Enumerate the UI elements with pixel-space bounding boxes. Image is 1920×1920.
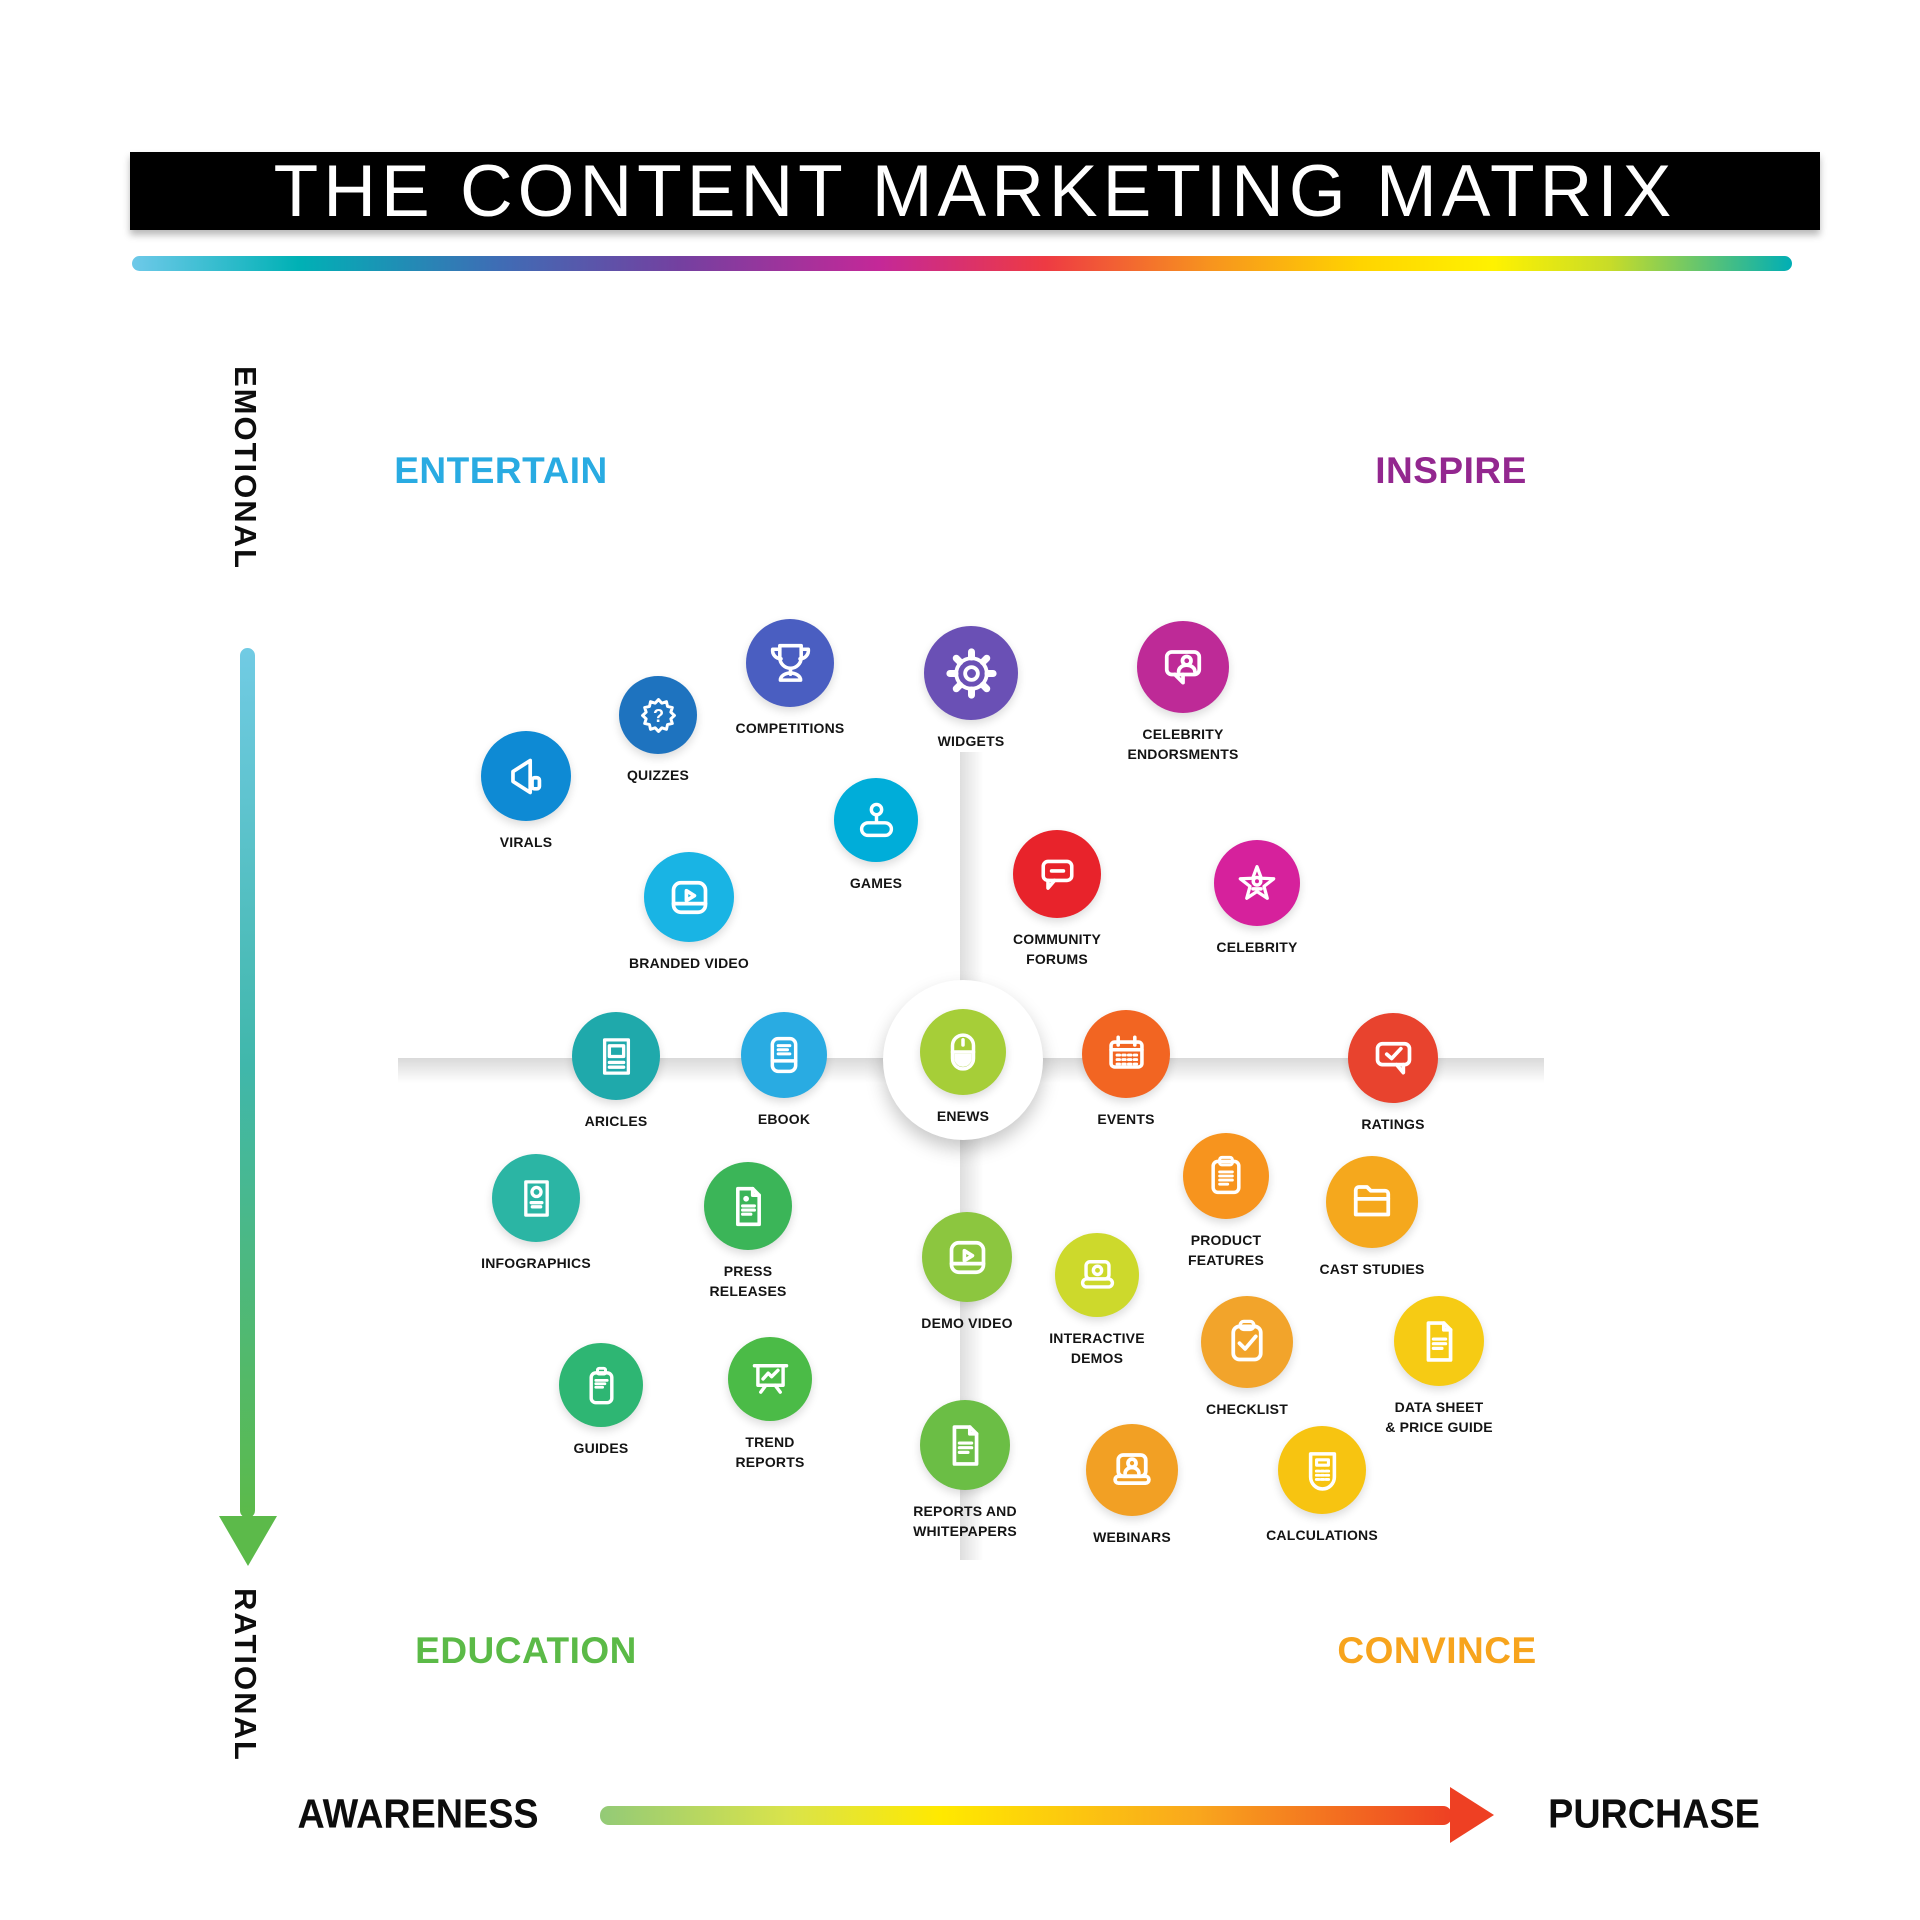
node-label: COMPETITIONS (735, 720, 845, 736)
games-circle (834, 778, 918, 862)
node-label: PRODUCT FEATURES (1187, 1232, 1264, 1268)
bubble-check-icon (1364, 1029, 1423, 1088)
quadrant-inspire: INSPIRE (1375, 450, 1527, 491)
node-label: DEMO VIDEO (921, 1315, 1013, 1331)
page-dot-icon (720, 1178, 777, 1235)
node-label: DATA SHEET & PRICE GUIDE (1385, 1399, 1493, 1435)
node-label: GAMES (849, 875, 903, 891)
book-icon (756, 1027, 812, 1083)
node-label: PRESS RELEASES (709, 1263, 787, 1299)
cast-studies-circle (1326, 1156, 1418, 1248)
reports-whitepapers-circle (920, 1400, 1010, 1490)
press-releases-circle (704, 1162, 792, 1250)
node-label: CAST STUDIES (1319, 1261, 1425, 1277)
node-label: INTERACTIVE DEMOS (1049, 1330, 1145, 1366)
node-label: CHECKLIST (1206, 1401, 1288, 1417)
arrow-down-icon (219, 1516, 277, 1566)
node-label: VIRALS (499, 834, 553, 850)
gear-icon (941, 643, 1002, 704)
laptop-circle-icon (1070, 1248, 1125, 1303)
node-label: EVENTS (1097, 1111, 1155, 1127)
svg-text:?: ? (652, 705, 663, 725)
node-label: CALCULATIONS (1266, 1527, 1378, 1543)
node-label: WIDGETS (937, 733, 1005, 749)
enews-circle (920, 1009, 1006, 1095)
demo-video-circle (922, 1212, 1012, 1302)
title-bar: THE CONTENT MARKETING MATRIX (130, 150, 1820, 232)
page-title: THE CONTENT MARKETING MATRIX (273, 150, 1677, 232)
events-circle (1082, 1010, 1170, 1098)
bubble-minus-icon (1029, 846, 1086, 903)
clipboard-list-icon (1198, 1148, 1254, 1204)
notebook-icon (574, 1358, 629, 1413)
folder-icon (1342, 1172, 1402, 1232)
node-label: RATINGS (1361, 1116, 1425, 1132)
trophy-icon (762, 635, 819, 692)
product-features-circle (1183, 1133, 1269, 1219)
joystick-icon (849, 793, 904, 848)
calendar-icon (1098, 1026, 1155, 1083)
data-sheet-circle (1394, 1296, 1484, 1386)
node-label: CELEBRITY (1216, 939, 1298, 955)
poster-icon (508, 1170, 565, 1227)
node-label: COMMUNITY FORUMS (1012, 931, 1102, 967)
interactive-demos-circle (1055, 1233, 1139, 1317)
quadrant-entertain: ENTERTAIN (394, 450, 608, 491)
ebook-circle (741, 1012, 827, 1098)
node-label: EBOOK (757, 1111, 811, 1127)
infographics-circle (492, 1154, 580, 1242)
calculations-circle (1278, 1426, 1366, 1514)
axis-label-awareness: AWARENESS (297, 1790, 539, 1837)
community-forums-circle (1013, 830, 1101, 918)
aricles-circle (572, 1012, 660, 1100)
laptop-person-icon (1102, 1440, 1162, 1500)
node-label: CELEBRITY ENDORSMENTS (1127, 726, 1239, 762)
widgets-circle (924, 626, 1018, 720)
axis-label-emotional: EMOTIONAL (228, 366, 263, 570)
branded-video-circle (644, 852, 734, 942)
quadrant-education: EDUCATION (415, 1630, 637, 1671)
node-label: GUIDES (573, 1440, 629, 1456)
mouse-icon (935, 1024, 991, 1080)
quizzes-circle: ? (619, 676, 697, 754)
page-lines-icon (936, 1416, 995, 1475)
node-label: TREND REPORTS (735, 1434, 805, 1470)
question-badge-icon: ? (633, 690, 684, 741)
axis-label-purchase: PURCHASE (1548, 1790, 1760, 1837)
celebrity-endorsements-circle (1137, 621, 1229, 713)
video-player-icon (938, 1228, 997, 1287)
clipboard-check-icon (1217, 1312, 1277, 1372)
calculator-icon (1294, 1442, 1351, 1499)
guides-circle (559, 1343, 643, 1427)
emotional-rational-arrow (240, 648, 255, 1518)
node-label: BRANDED VIDEO (628, 955, 750, 971)
page-lines-icon (1410, 1312, 1469, 1371)
presentation-icon (743, 1352, 798, 1407)
node-label: ENEWS (936, 1108, 990, 1124)
celebrity-circle (1214, 840, 1300, 926)
node-label: REPORTS AND WHITEPAPERS (913, 1503, 1017, 1539)
megaphone-icon (497, 747, 556, 806)
checklist-circle (1201, 1296, 1293, 1388)
article-icon (588, 1028, 645, 1085)
star-person-icon (1229, 855, 1285, 911)
rainbow-rule (132, 256, 1792, 271)
person-bubble-icon (1153, 637, 1213, 697)
node-label: WEBINARS (1093, 1529, 1171, 1545)
virals-circle (481, 731, 571, 821)
trend-reports-circle (728, 1337, 812, 1421)
webinars-circle (1086, 1424, 1178, 1516)
node-label: ARICLES (584, 1113, 648, 1129)
node-label: QUIZZES (626, 767, 690, 783)
quadrant-convince: CONVINCE (1337, 1630, 1537, 1671)
node-label: INFOGRAPHICS (481, 1255, 591, 1271)
ratings-circle (1348, 1013, 1438, 1103)
arrow-right-icon (1450, 1787, 1494, 1843)
video-player-icon (660, 868, 719, 927)
awareness-purchase-arrow (600, 1806, 1452, 1825)
axis-label-rational: RATIONAL (228, 1588, 263, 1762)
competitions-circle (746, 619, 834, 707)
